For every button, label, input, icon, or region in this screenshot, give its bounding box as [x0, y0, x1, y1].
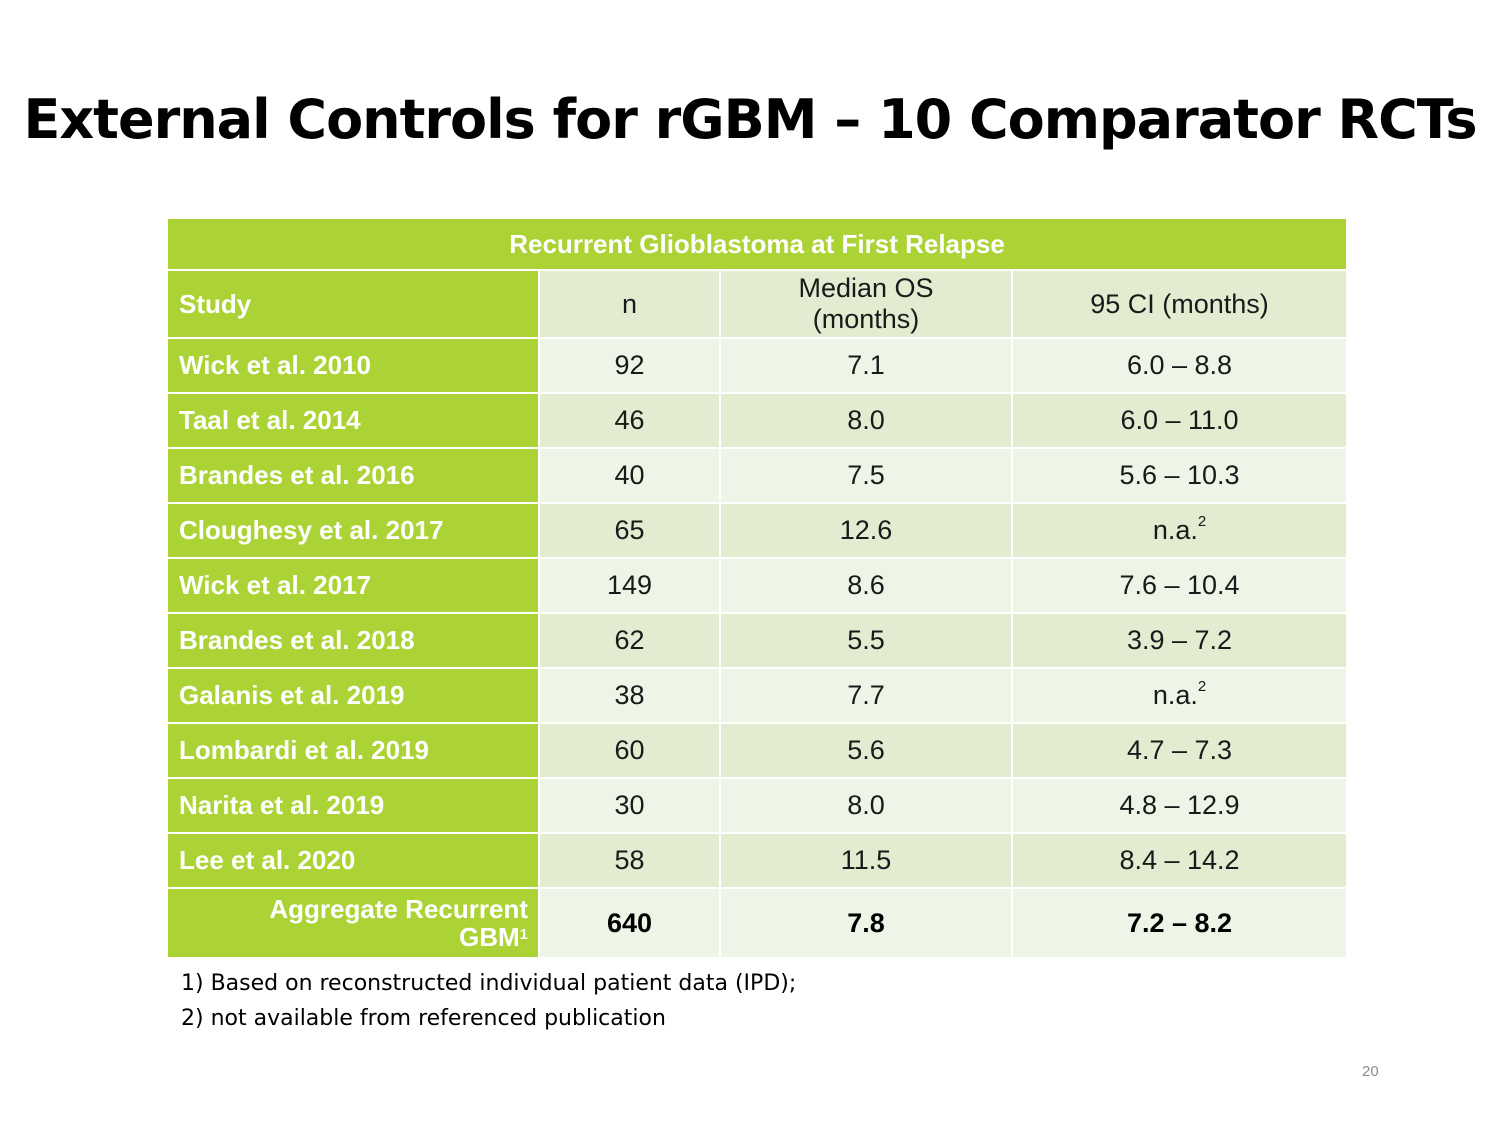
header-study: Study [166, 269, 540, 339]
footnote-1: 1) Based on reconstructed individual pat… [181, 971, 797, 996]
study-name: Brandes et al. 2016 [166, 447, 540, 504]
table-row: Wick et al. 2010 92 7.1 6.0 – 8.8 [166, 337, 1349, 394]
median-os-value: 7.7 [719, 667, 1013, 724]
header-ci: 95 CI (months) [1010, 269, 1349, 339]
table-row: Narita et al. 2019 30 8.0 4.8 – 12.9 [166, 777, 1349, 834]
aggregate-label-line1: Aggregate Recurrent [269, 894, 528, 924]
table-row: Cloughesy et al. 2017 65 12.6 n.a.2 [166, 502, 1349, 559]
n-value: 58 [538, 832, 721, 889]
median-os-value: 8.0 [719, 777, 1013, 834]
ci-value: 4.7 – 7.3 [1010, 722, 1349, 779]
footnote-2: 2) not available from referenced publica… [181, 1006, 666, 1031]
header-n: n [538, 269, 721, 339]
ci-value: 4.8 – 12.9 [1010, 777, 1349, 834]
median-os-value: 12.6 [719, 502, 1013, 559]
ci-value: n.a.2 [1010, 667, 1349, 724]
page-number: 20 [1362, 1063, 1379, 1080]
aggregate-n: 640 [538, 887, 721, 959]
table-banner-row: Recurrent Glioblastoma at First Relapse [165, 217, 1349, 271]
footnote-marker: 1 [519, 926, 528, 943]
table-row: Lombardi et al. 2019 60 5.6 4.7 – 7.3 [166, 722, 1349, 779]
table-banner: Recurrent Glioblastoma at First Relapse [165, 217, 1349, 271]
median-os-value: 11.5 [719, 832, 1013, 889]
n-value: 40 [538, 447, 721, 504]
aggregate-label-line2: GBM [458, 922, 520, 952]
study-name: Wick et al. 2010 [166, 337, 540, 394]
ci-value: 3.9 – 7.2 [1010, 612, 1349, 669]
ci-text: n.a. [1152, 515, 1198, 545]
footnote-marker: 2 [1197, 678, 1207, 695]
median-os-value: 8.6 [719, 557, 1013, 614]
study-name: Brandes et al. 2018 [166, 612, 540, 669]
table-row: Lee et al. 2020 58 11.5 8.4 – 14.2 [166, 832, 1349, 889]
table-row: Brandes et al. 2016 40 7.5 5.6 – 10.3 [166, 447, 1349, 504]
aggregate-median-os: 7.8 [719, 887, 1013, 959]
ci-value: 5.6 – 10.3 [1010, 447, 1349, 504]
table-row: Brandes et al. 2018 62 5.5 3.9 – 7.2 [166, 612, 1349, 669]
aggregate-label: Aggregate Recurrent GBM1 [166, 887, 540, 959]
aggregate-row: Aggregate Recurrent GBM1 640 7.8 7.2 – 8.… [166, 887, 1349, 959]
ci-text: n.a. [1152, 680, 1198, 710]
n-value: 65 [538, 502, 721, 559]
n-value: 38 [538, 667, 721, 724]
aggregate-ci: 7.2 – 8.2 [1010, 887, 1349, 959]
ci-value: n.a.2 [1010, 502, 1349, 559]
ci-value: 6.0 – 8.8 [1010, 337, 1349, 394]
n-value: 46 [538, 392, 721, 449]
footnote-marker: 2 [1197, 513, 1207, 530]
table-row: Galanis et al. 2019 38 7.7 n.a.2 [166, 667, 1349, 724]
ci-value: 6.0 – 11.0 [1010, 392, 1349, 449]
median-os-value: 5.6 [719, 722, 1013, 779]
n-value: 92 [538, 337, 721, 394]
study-name: Lee et al. 2020 [166, 832, 540, 889]
n-value: 60 [538, 722, 721, 779]
comparator-table: Recurrent Glioblastoma at First Relapse … [165, 217, 1349, 959]
median-os-value: 7.1 [719, 337, 1013, 394]
ci-value: 7.6 – 10.4 [1010, 557, 1349, 614]
slide-title: External Controls for rGBM – 10 Comparat… [23, 88, 1477, 151]
median-os-value: 5.5 [719, 612, 1013, 669]
study-name: Galanis et al. 2019 [166, 667, 540, 724]
study-name: Lombardi et al. 2019 [166, 722, 540, 779]
n-value: 149 [538, 557, 721, 614]
table-header-row: Study n Median OS (months) 95 CI (months… [166, 269, 1349, 339]
table-row: Taal et al. 2014 46 8.0 6.0 – 11.0 [166, 392, 1349, 449]
header-median-os: Median OS (months) [719, 269, 1013, 339]
study-name: Cloughesy et al. 2017 [166, 502, 540, 559]
study-name: Narita et al. 2019 [166, 777, 540, 834]
n-value: 62 [538, 612, 721, 669]
n-value: 30 [538, 777, 721, 834]
ci-value: 8.4 – 14.2 [1010, 832, 1349, 889]
median-os-value: 7.5 [719, 447, 1013, 504]
table-row: Wick et al. 2017 149 8.6 7.6 – 10.4 [166, 557, 1349, 614]
study-name: Wick et al. 2017 [166, 557, 540, 614]
study-name: Taal et al. 2014 [166, 392, 540, 449]
median-os-value: 8.0 [719, 392, 1013, 449]
footnotes: 1) Based on reconstructed individual pat… [181, 966, 796, 1036]
